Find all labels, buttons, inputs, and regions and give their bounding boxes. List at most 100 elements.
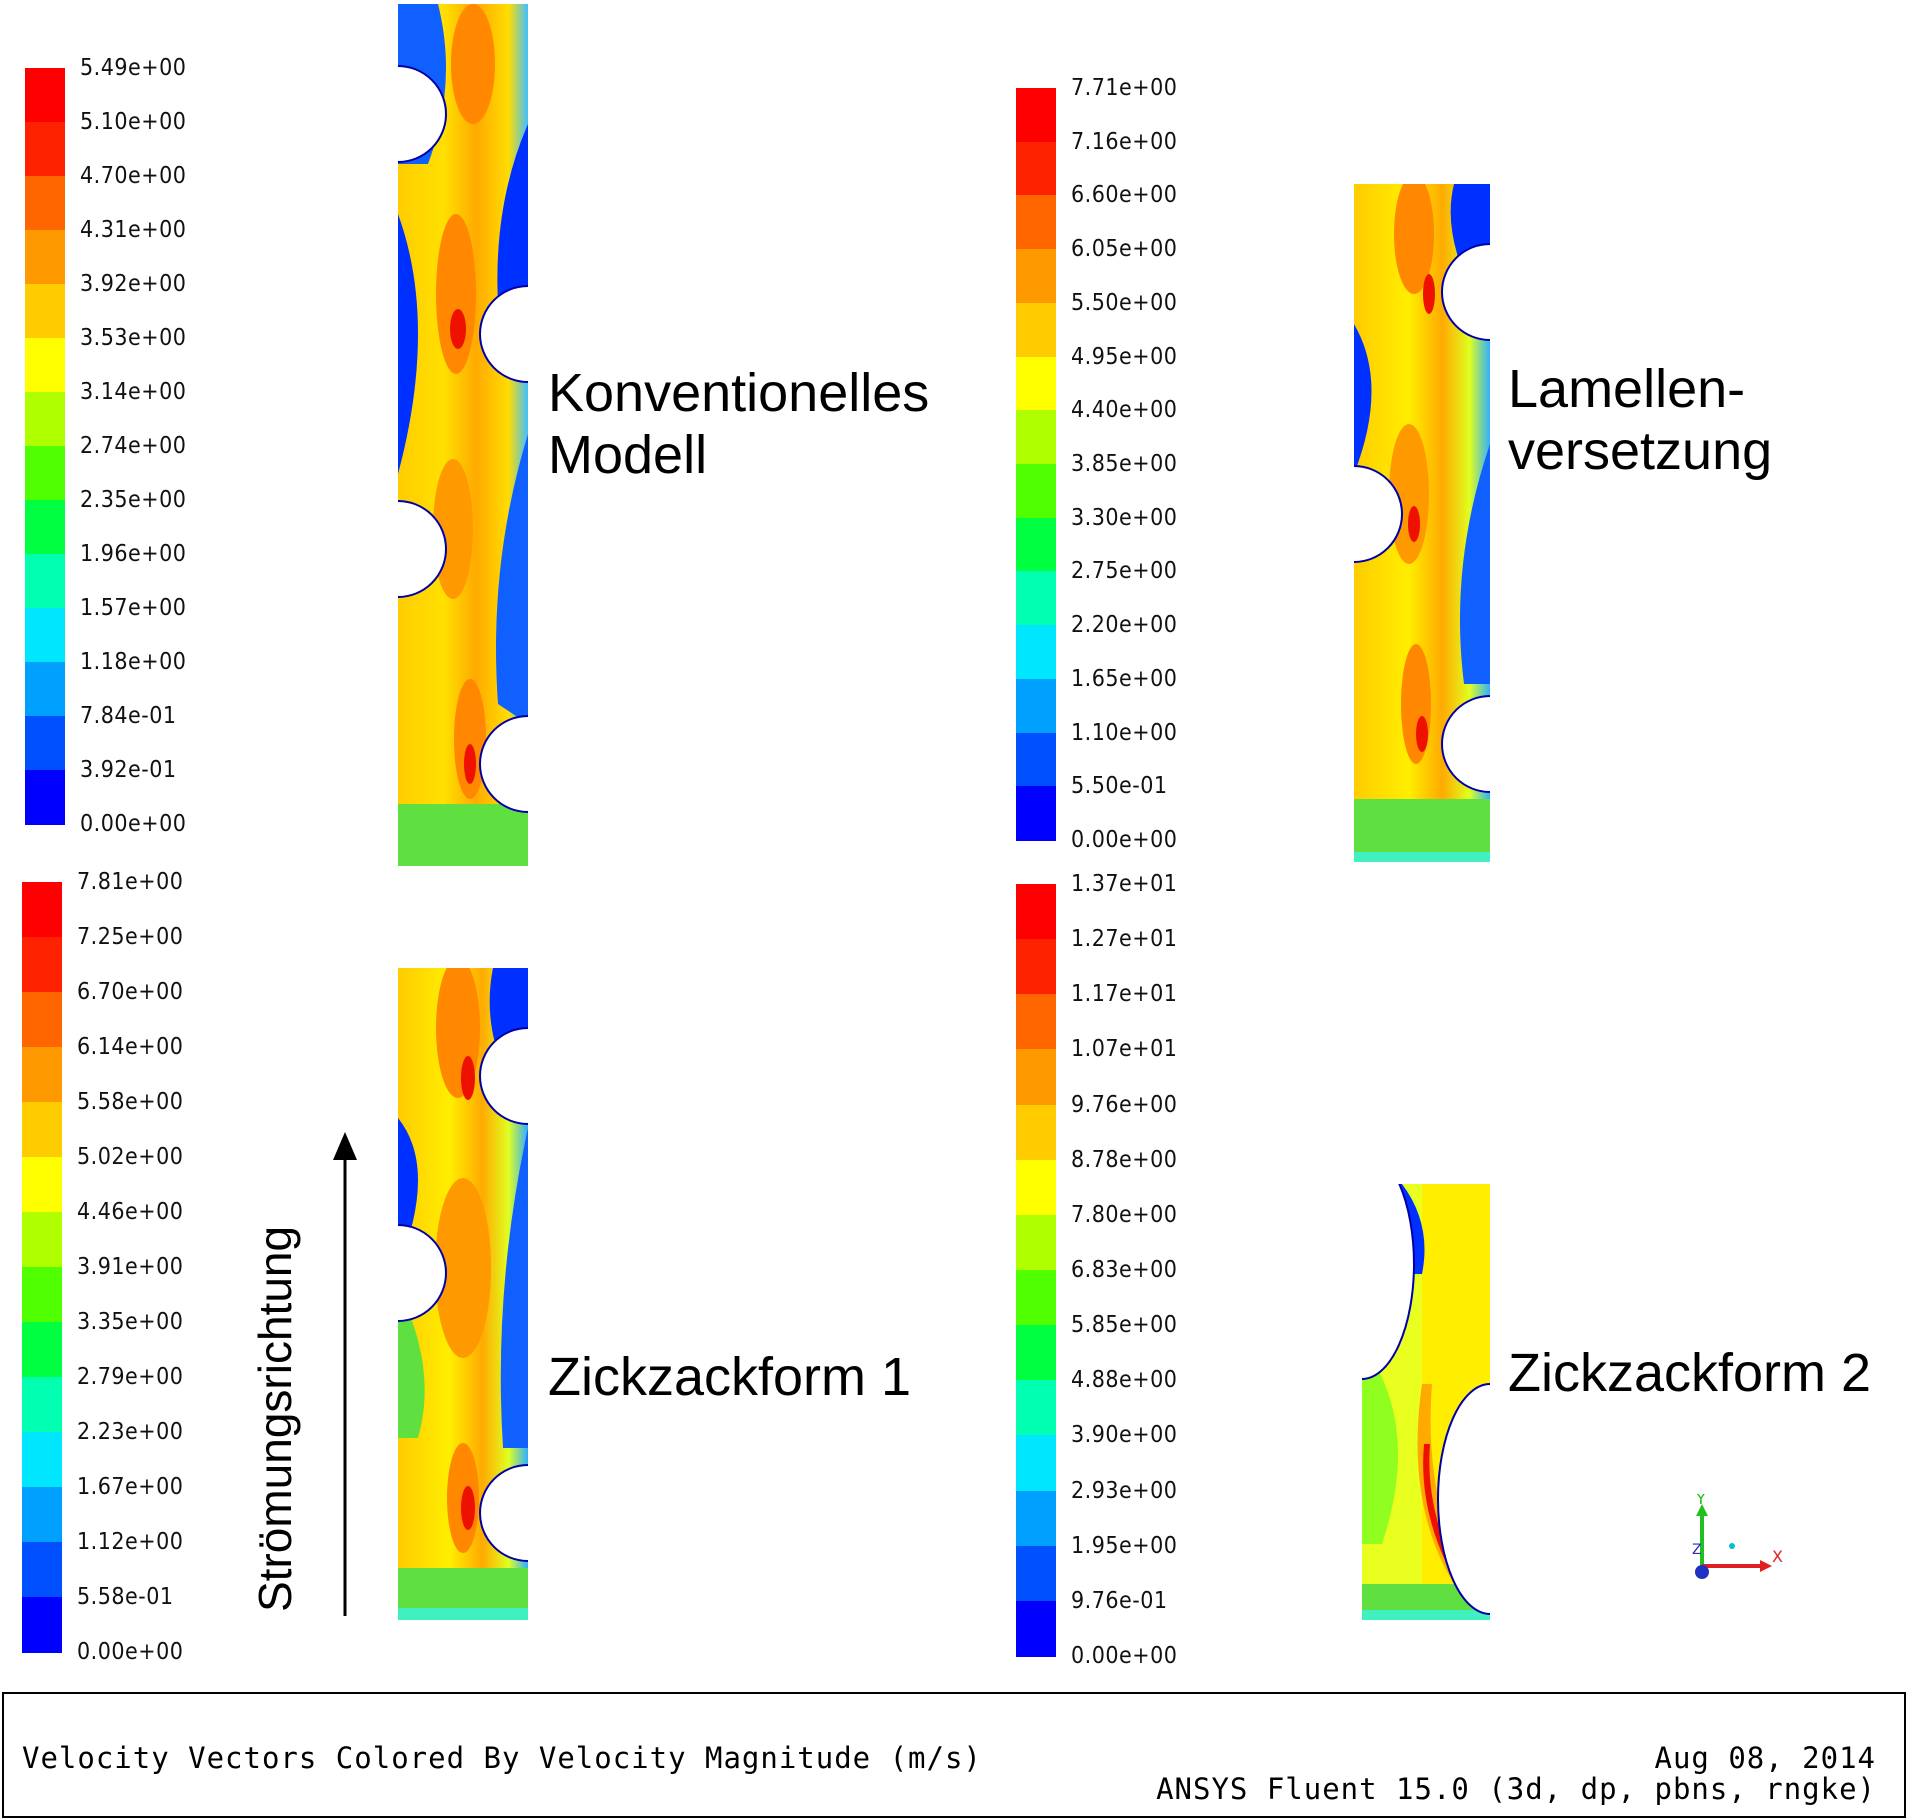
panel-label-zickzack-1: Zickzackform 1 bbox=[548, 1347, 912, 1407]
legend-tick-label: 7.81e+00 bbox=[77, 869, 184, 895]
footer-software: ANSYS Fluent 15.0 (3d, dp, pbns, rngke) bbox=[1156, 1772, 1876, 1806]
colorbar-swatch bbox=[25, 122, 65, 177]
colorbar-swatch bbox=[1016, 1380, 1056, 1437]
legend-tick-label: 7.16e+00 bbox=[1071, 128, 1178, 155]
legend-tick-label: 4.88e+00 bbox=[1071, 1367, 1178, 1394]
legend-tick-label: 1.57e+00 bbox=[80, 595, 187, 621]
legend-tick-label: 3.91e+00 bbox=[77, 1254, 184, 1280]
colorbar-swatch bbox=[25, 500, 65, 555]
colorbar-swatch bbox=[1016, 195, 1056, 251]
colorbar-swatch bbox=[1016, 1049, 1056, 1106]
legend-tick-label: 3.90e+00 bbox=[1071, 1422, 1178, 1449]
colorbar-swatch bbox=[25, 68, 65, 123]
legend-tick-label: 5.58e+00 bbox=[77, 1089, 184, 1115]
legend-tick-label: 3.30e+00 bbox=[1071, 504, 1178, 531]
colorbar-swatch bbox=[1016, 1159, 1056, 1216]
legend-tick-label: 3.92e+00 bbox=[80, 271, 187, 297]
colorbar-swatch bbox=[1016, 625, 1056, 680]
colorbar-swatch bbox=[1016, 88, 1056, 143]
legend-tick-label: 1.17e+01 bbox=[1071, 981, 1178, 1008]
legend-tick-label: 1.12e+00 bbox=[77, 1529, 184, 1555]
colorbar-swatch bbox=[22, 1322, 62, 1378]
legend-tick-label: 7.80e+00 bbox=[1071, 1201, 1178, 1228]
colorbar-swatch bbox=[1016, 884, 1056, 941]
legend-tick-label: 4.31e+00 bbox=[80, 217, 187, 243]
flow-direction-label: Strömungsrichtung bbox=[249, 1225, 301, 1612]
legend-tick-label: 0.00e+00 bbox=[1071, 827, 1178, 853]
legend-tick-label: 9.76e-01 bbox=[1071, 1587, 1168, 1614]
colorbar-swatch bbox=[22, 1047, 62, 1103]
axis-z-label: Z bbox=[1692, 1542, 1702, 1558]
colorbar-swatch bbox=[22, 1432, 62, 1488]
colorbar-swatch bbox=[22, 937, 62, 993]
legend-tick-label: 0.00e+00 bbox=[1071, 1643, 1178, 1669]
legend-tick-label: 1.07e+01 bbox=[1071, 1036, 1178, 1063]
legend-tick-label: 5.85e+00 bbox=[1071, 1312, 1178, 1339]
legend-tick-label: 2.35e+00 bbox=[80, 487, 187, 513]
colorbar-swatch bbox=[1016, 1214, 1056, 1271]
legend-tick-label: 7.25e+00 bbox=[77, 924, 184, 950]
legend-tick-label: 4.46e+00 bbox=[77, 1199, 184, 1225]
colorbar-swatch bbox=[25, 392, 65, 447]
legend-tick-label: 9.76e+00 bbox=[1071, 1091, 1178, 1118]
legend-tick-label: 3.14e+00 bbox=[80, 379, 187, 405]
legend-tick-label: 6.70e+00 bbox=[77, 979, 184, 1005]
legend-tick-label: 0.00e+00 bbox=[80, 811, 187, 837]
colorbar-swatch bbox=[25, 338, 65, 393]
colorbar-swatch bbox=[22, 1212, 62, 1268]
colorbar-swatch bbox=[1016, 571, 1056, 627]
colorbar-swatch bbox=[25, 446, 65, 501]
legend-tick-label: 8.78e+00 bbox=[1071, 1146, 1178, 1173]
legend-tick-label: 4.70e+00 bbox=[80, 163, 187, 189]
legend-tick-label: 2.20e+00 bbox=[1071, 612, 1178, 639]
legend-tick-label: 7.84e-01 bbox=[80, 703, 177, 729]
colorbar-swatch bbox=[22, 1542, 62, 1598]
colorbar-swatch bbox=[1016, 517, 1056, 573]
legend-tick-label: 0.00e+00 bbox=[77, 1639, 184, 1665]
velocity-contour-zickzack-1 bbox=[398, 968, 528, 1620]
legend-tick-label: 1.18e+00 bbox=[80, 649, 187, 675]
colorbar-swatch bbox=[25, 230, 65, 285]
colorbar-swatch bbox=[22, 1102, 62, 1158]
colorbar-swatch bbox=[1016, 732, 1056, 788]
colorbar-swatch bbox=[22, 992, 62, 1048]
legend-tick-label: 2.75e+00 bbox=[1071, 558, 1178, 585]
colorbar-swatch bbox=[1016, 356, 1056, 412]
legend-tick-label: 1.10e+00 bbox=[1071, 719, 1178, 746]
colorbar-swatch bbox=[25, 284, 65, 339]
legend-tick-label: 1.27e+01 bbox=[1071, 926, 1178, 953]
colorbar-swatch bbox=[1016, 939, 1056, 996]
colorbar-swatch bbox=[1016, 1490, 1056, 1547]
legend-tick-label: 5.58e-01 bbox=[77, 1584, 174, 1610]
legend-tick-label: 2.23e+00 bbox=[77, 1419, 184, 1445]
colorbar-swatch bbox=[1016, 1435, 1056, 1492]
legend-tick-label: 2.74e+00 bbox=[80, 433, 187, 459]
legend-tick-label: 5.02e+00 bbox=[77, 1144, 184, 1170]
panel-label-zickzack-2: Zickzackform 2 bbox=[1508, 1343, 1872, 1403]
panel-label-lamellenversetzung: Lamellen- versetzung bbox=[1508, 359, 1773, 481]
colorbar-swatch bbox=[1016, 786, 1056, 841]
legend-tick-label: 3.53e+00 bbox=[80, 325, 187, 351]
colorbar-swatch bbox=[25, 716, 65, 771]
legend-tick-label: 6.60e+00 bbox=[1071, 182, 1178, 209]
velocity-contour-konventionell bbox=[398, 4, 528, 866]
legend-tick-label: 5.50e-01 bbox=[1071, 773, 1168, 800]
colorbar-swatch bbox=[1016, 994, 1056, 1051]
legend-tick-label: 4.40e+00 bbox=[1071, 397, 1178, 424]
legend-tick-label: 5.10e+00 bbox=[80, 109, 187, 135]
colorbar-swatch bbox=[1016, 1545, 1056, 1602]
legend-tick-label: 1.67e+00 bbox=[77, 1474, 184, 1500]
legend-tick-label: 3.92e-01 bbox=[80, 757, 177, 783]
colorbar-swatch bbox=[25, 770, 65, 825]
colorbar-swatch bbox=[22, 882, 62, 938]
legend-tick-label: 5.50e+00 bbox=[1071, 289, 1178, 316]
colorbar-swatch bbox=[1016, 410, 1056, 465]
legend-tick-label: 5.49e+00 bbox=[80, 55, 187, 81]
colorbar-swatch bbox=[1016, 678, 1056, 734]
legend-tick-label: 1.95e+00 bbox=[1071, 1532, 1178, 1559]
legend-tick-label: 1.37e+01 bbox=[1071, 871, 1178, 897]
colorbar-swatch bbox=[1016, 1104, 1056, 1161]
legend-tick-label: 6.05e+00 bbox=[1071, 236, 1178, 263]
axis-y-label: Y bbox=[1695, 1494, 1706, 1508]
axes-triad-icon: Y X Z bbox=[1692, 1494, 1783, 1579]
